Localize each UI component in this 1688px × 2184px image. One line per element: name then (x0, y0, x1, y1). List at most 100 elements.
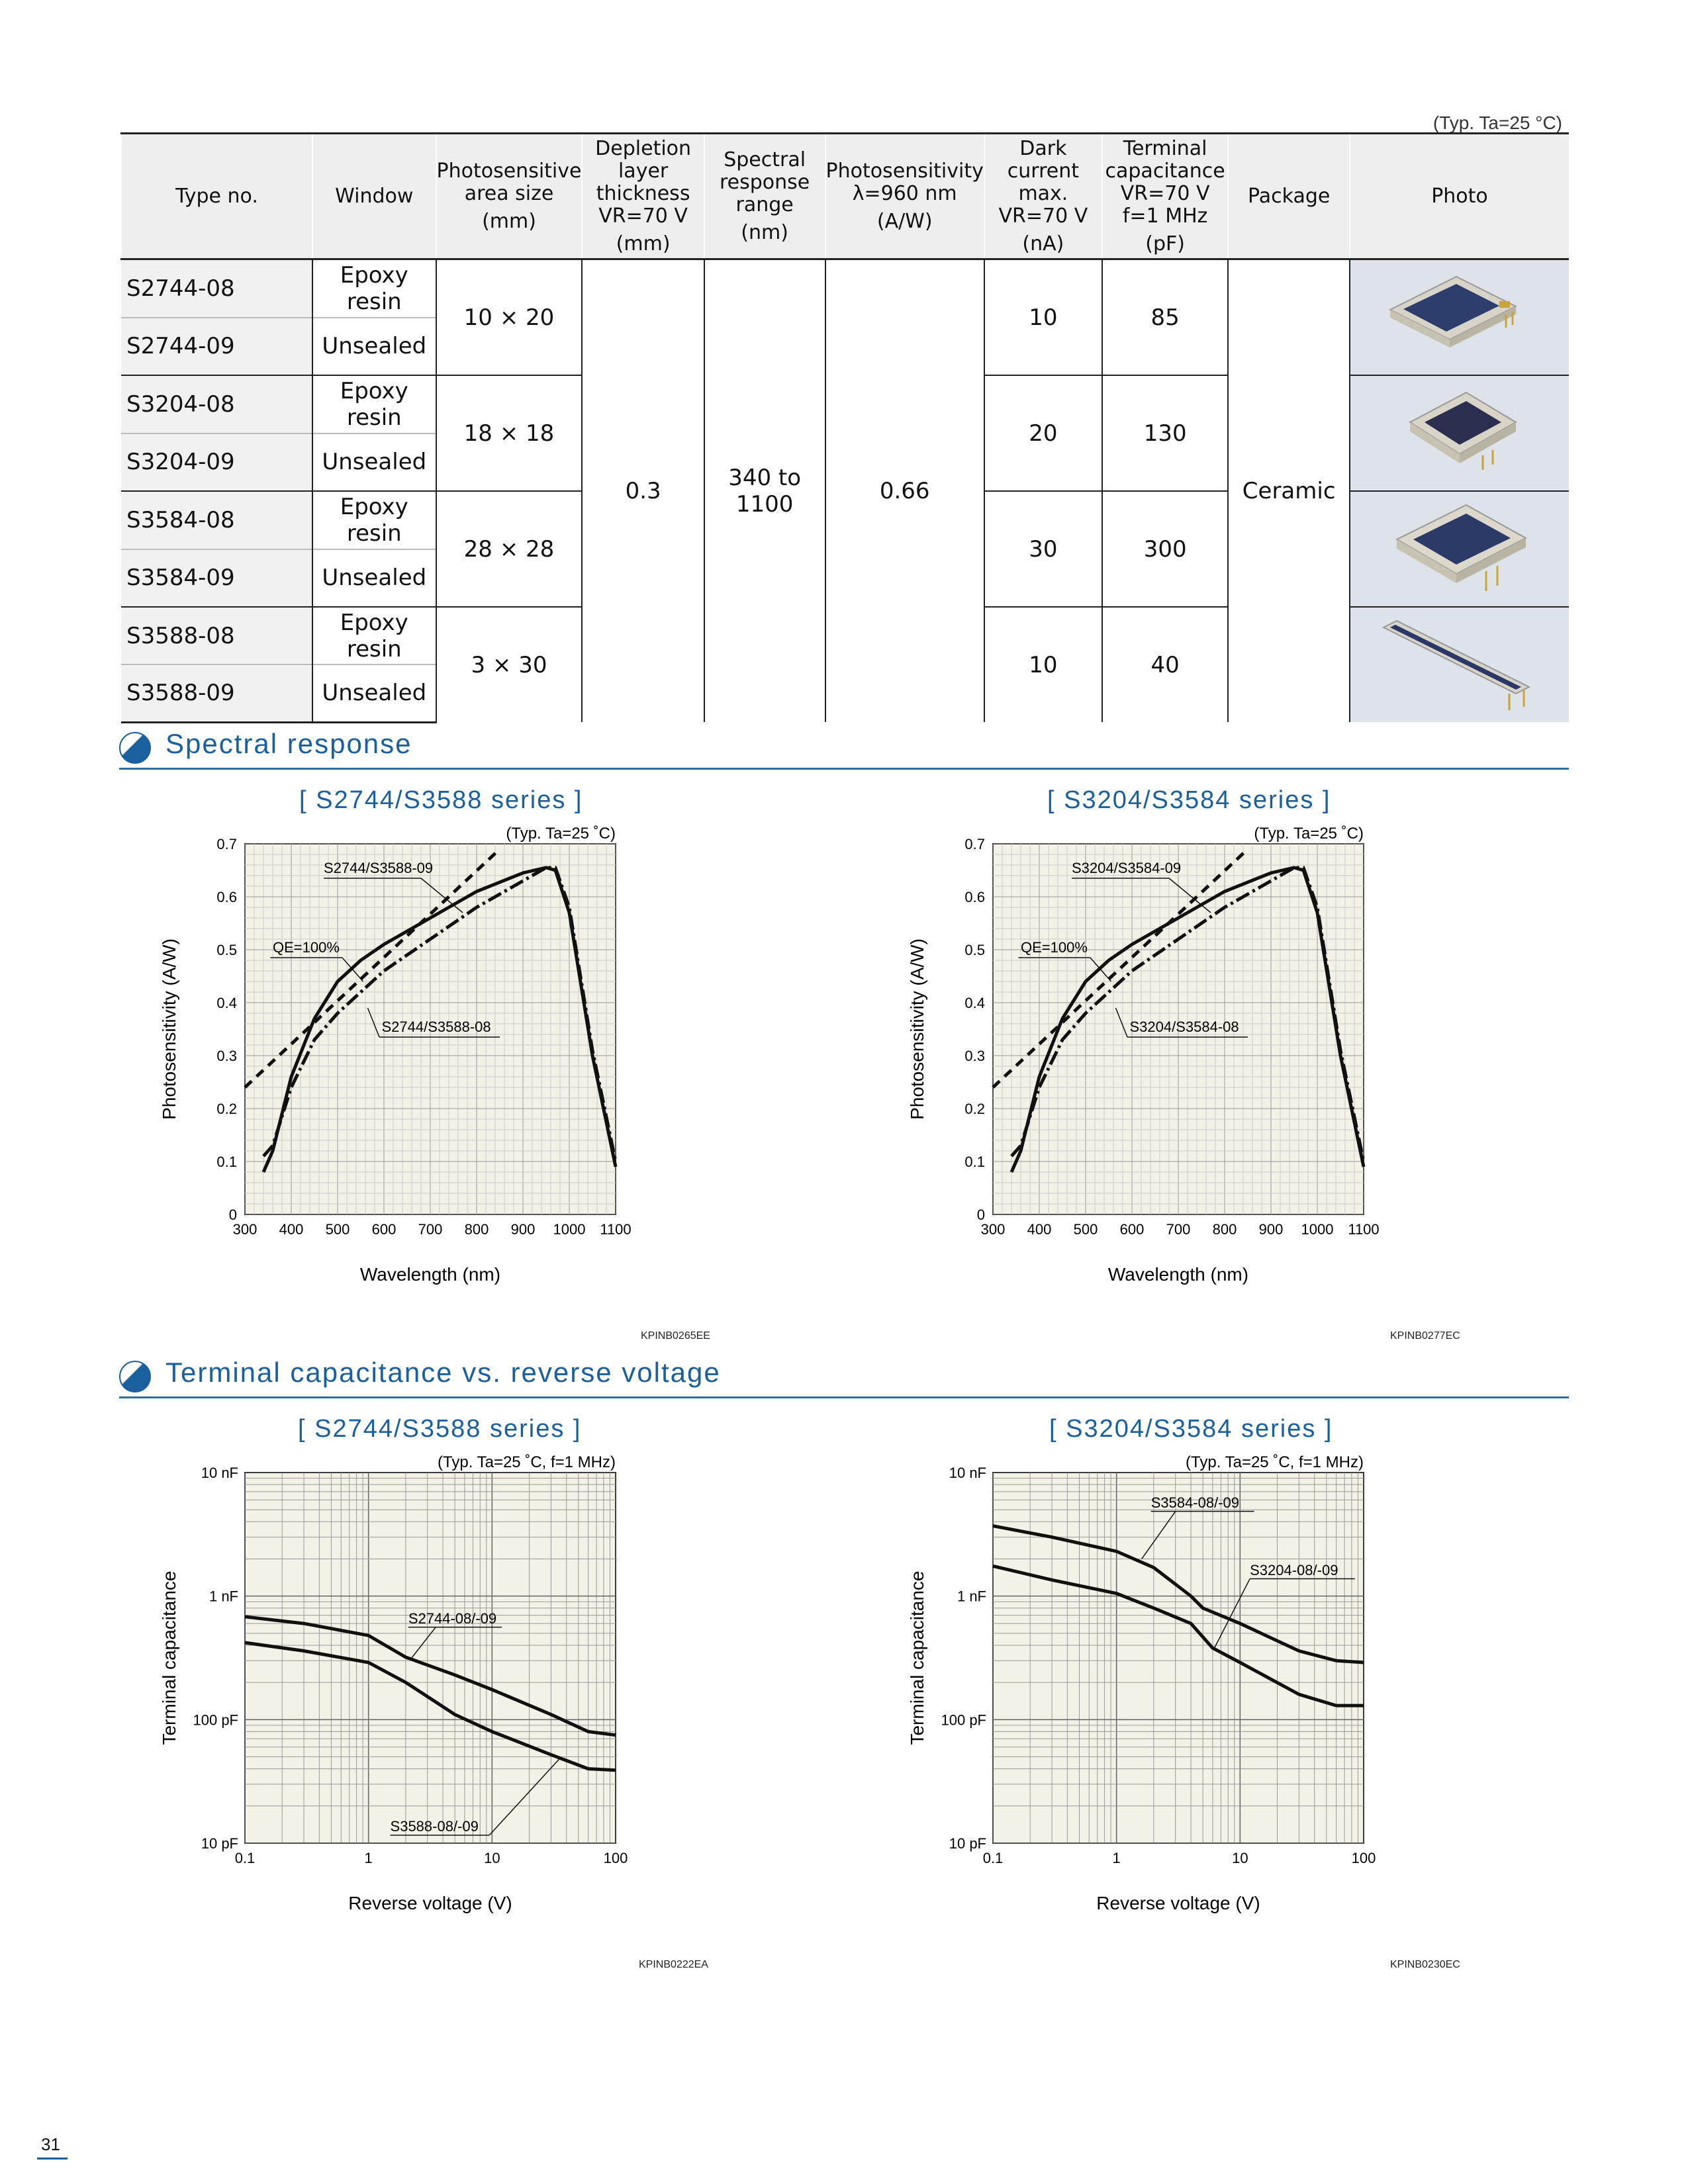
series-label: S2744/S3588-09 (324, 860, 433, 876)
product-photo (1348, 375, 1569, 491)
series-line (992, 1564, 1364, 1707)
x-tick-label: 300 (233, 1221, 258, 1238)
x-axis-label: Reverse voltage (V) (1096, 1893, 1260, 1913)
x-tick-label: 300 (981, 1221, 1006, 1238)
series-label: QE=100% (1021, 939, 1088, 956)
section-bullet-icon (119, 732, 151, 764)
header-depletion: Depletion layer thickness VR=70 V (mm) (581, 133, 704, 259)
y-axis-label: Terminal capacitance (159, 1570, 179, 1745)
plot-area (244, 1472, 616, 1844)
label-leader (1168, 878, 1211, 913)
y-tick-label: 0.3 (216, 1048, 237, 1064)
x-tick-label: 500 (1074, 1221, 1098, 1238)
chart-title: [ S3204/S3584 series ] (1047, 786, 1331, 814)
header-capacitance: Terminal capacitance VR=70 V f=1 MHz (pF) (1101, 133, 1229, 259)
y-tick-label: 100 pF (193, 1711, 239, 1728)
area-cell: 10 × 20 (435, 258, 583, 375)
page-number-rule (37, 2158, 68, 2160)
spectral-cell: 340 to 1100 (703, 258, 825, 722)
chart-code: KPINB0265EE (641, 1330, 710, 1342)
capacitance-chart-s2744-s3588: 0.1 1 10 100 10 pF 100 pF 1 nF 10 nF (Typ. Ta=25… (159, 1453, 628, 1913)
chart-condition: (Typ. Ta=25 ˚C, f=1 MHz) (438, 1453, 616, 1471)
window-cell: Unsealed (312, 548, 436, 607)
window-cell: Epoxy resin (312, 606, 436, 664)
table-row: S3588-09 Unsealed (121, 664, 1569, 723)
y-tick-label: 1 nF (957, 1588, 986, 1605)
x-tick-label: 1000 (1301, 1221, 1334, 1238)
window-cell: Unsealed (312, 432, 436, 491)
x-tick-label: 100 (604, 1850, 628, 1866)
type-cell: S3204-09 (121, 432, 313, 491)
y-tick-label: 10 pF (201, 1835, 238, 1852)
series-label: S3588-08/-09 (391, 1818, 479, 1835)
series-label: S3204/S3584-09 (1072, 860, 1181, 876)
depletion-cell: 0.3 (581, 258, 704, 722)
y-axis-label: Photosensitivity (A/W) (907, 938, 927, 1120)
x-tick-label: 800 (1213, 1221, 1237, 1238)
x-tick-label: 500 (326, 1221, 350, 1238)
series-line (244, 1615, 616, 1737)
y-tick-label: 0.4 (216, 995, 237, 1011)
label-leader (1090, 957, 1112, 982)
y-tick-label: 10 nF (949, 1465, 986, 1481)
series-line (992, 848, 1249, 1089)
type-cell: S3584-09 (121, 548, 313, 607)
x-axis-label: Wavelength (nm) (1108, 1264, 1248, 1285)
series-label: S3204/S3584-08 (1130, 1019, 1239, 1035)
label-leader (342, 957, 364, 982)
table-row: S3588-08 Epoxy resin 3 × 30 10 40 (121, 606, 1569, 722)
table-header-row: Type no. Window Photosensitive area size… (120, 133, 1569, 259)
label-leader (489, 1758, 560, 1836)
x-tick-label: 1000 (553, 1221, 586, 1238)
header-area: Photosensitive area size (mm) (435, 133, 583, 259)
dark-cell: 30 (983, 490, 1102, 607)
series-line (1010, 866, 1366, 1162)
dark-cell: 10 (983, 258, 1102, 375)
package-cell: Ceramic (1227, 258, 1350, 722)
page-number: 31 (41, 2134, 60, 2154)
label-leader (1213, 1578, 1250, 1649)
plot-area (992, 1472, 1364, 1844)
type-cell: S3204-08 (121, 375, 313, 433)
x-tick-label: 0.1 (235, 1850, 256, 1866)
product-photo (1348, 606, 1569, 722)
type-cell: S3584-08 (121, 490, 313, 549)
series-label: S2744-08/-09 (408, 1610, 496, 1627)
chart-title: [ S3204/S3584 series ] (1049, 1415, 1333, 1443)
y-tick-label: 0 (977, 1206, 985, 1223)
table-row: S2744-09 Unsealed (121, 316, 1569, 375)
cap-cell: 130 (1101, 375, 1229, 491)
chart-code: KPINB0222EA (639, 1959, 708, 1970)
header-photo: Photo (1348, 133, 1569, 259)
header-spectral: Spectral response range (nm) (703, 133, 825, 259)
label-leader (1141, 1511, 1176, 1559)
table-row: S2744-08 Epoxy resin 10 × 20 0.3 340 to … (121, 258, 1569, 722)
area-cell: 28 × 28 (435, 490, 583, 607)
x-tick-label: 1 (365, 1850, 373, 1866)
photodiode-10x20-image (1388, 275, 1518, 347)
capacitance-chart-s3204-s3584: 0.1 1 10 100 10 pF 100 pF 1 nF 10 nF (Typ. Ta=25… (907, 1453, 1376, 1913)
chart-condition: (Typ. Ta=25 ˚C) (1254, 825, 1364, 842)
type-cell: S2744-08 (121, 258, 313, 318)
series-line (992, 1524, 1364, 1664)
x-tick-label: 400 (1027, 1221, 1052, 1238)
table-row: S3584-08 Epoxy resin 28 × 28 30 300 (121, 490, 1569, 607)
x-tick-label: 900 (1259, 1221, 1284, 1238)
table-row: S3204-08 Epoxy resin 18 × 18 20 130 (121, 375, 1569, 491)
table-row: S3204-09 Unsealed (121, 432, 1569, 491)
header-type: Type no. (120, 133, 313, 259)
x-tick-label: 0.1 (983, 1850, 1004, 1866)
header-sensitivity: Photosensitivity λ=960 nm (A/W) (824, 133, 984, 259)
dark-cell: 10 (983, 606, 1102, 722)
y-tick-label: 0.1 (216, 1154, 237, 1170)
cap-cell: 300 (1101, 490, 1229, 607)
y-tick-label: 0.7 (216, 836, 237, 852)
chart-title: [ S2744/S3588 series ] (299, 786, 583, 814)
section-capacitance-header: Terminal capacitance vs. reverse voltage (119, 1357, 1569, 1398)
spectral-chart-s3204-s3584: 300 400 500 600 700 800 900 1000 1100 0 0.1 0.2 0.3 0… (907, 825, 1380, 1285)
y-tick-label: 0.2 (964, 1101, 985, 1117)
photodiode-3x30-image (1382, 619, 1531, 710)
y-tick-label: 0.4 (964, 995, 985, 1011)
cap-cell: 85 (1101, 258, 1229, 375)
y-tick-label: 0 (229, 1206, 237, 1223)
